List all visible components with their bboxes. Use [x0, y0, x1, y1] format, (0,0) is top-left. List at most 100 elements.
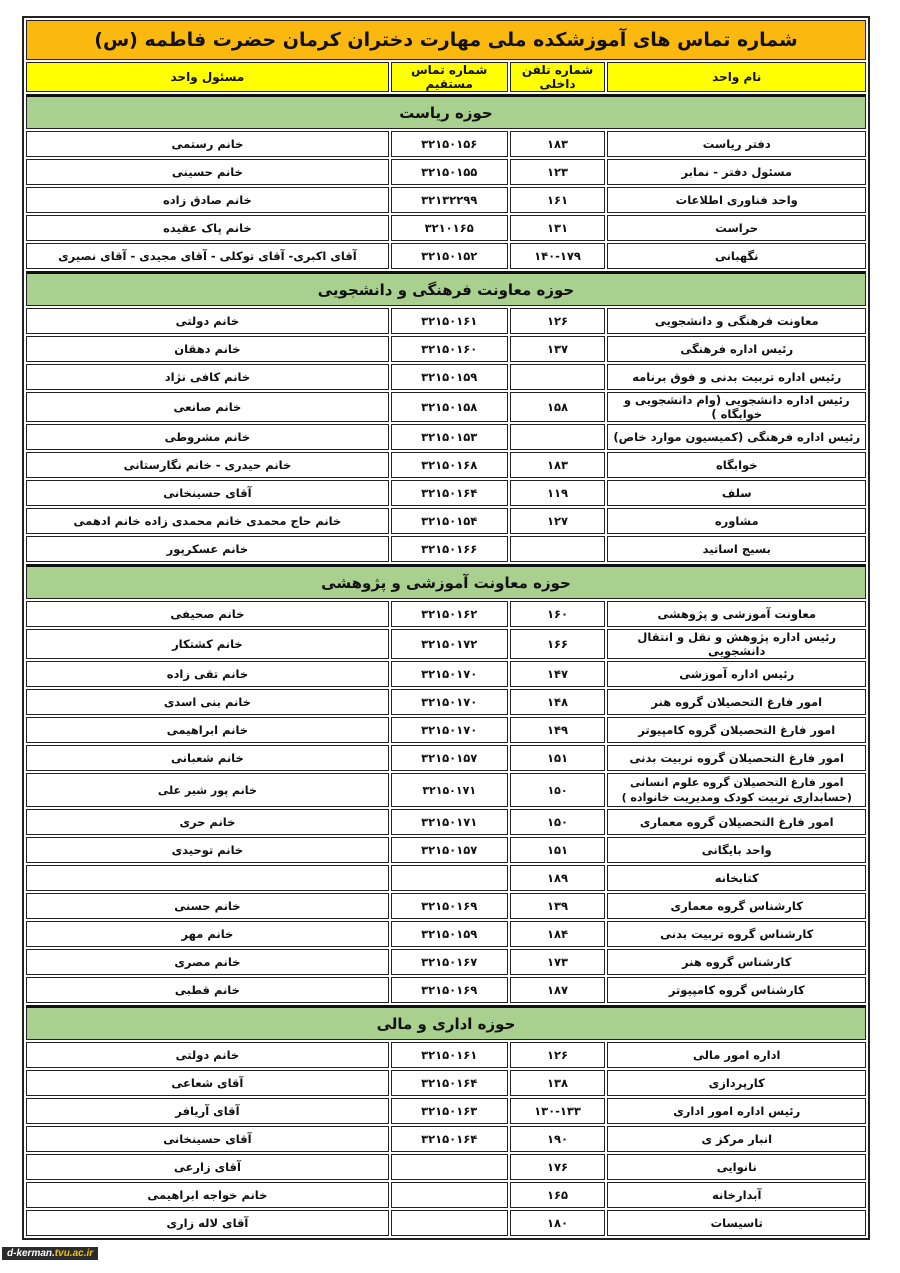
cell-internal: ۱۲۶	[509, 1042, 606, 1068]
table-row: سلف ۱۱۹ ۳۲۱۵۰۱۶۴ آقای حسینخانی	[26, 480, 866, 506]
section-row: حوزه اداری و مالی	[26, 1005, 866, 1040]
cell-responsible: خانم حیدری - خانم نگارستانی	[26, 452, 389, 478]
cell-internal: ۱۵۸	[509, 392, 606, 422]
cell-responsible: خانم ابراهیمی	[26, 717, 389, 743]
cell-direct: ۳۲۱۵۰۱۶۰	[390, 336, 508, 362]
cell-unit: تاسیسات	[607, 1210, 866, 1236]
cell-unit: حراست	[607, 215, 866, 241]
cell-direct: ۳۲۱۵۰۱۷۰	[390, 717, 508, 743]
cell-unit: نگهبانی	[607, 243, 866, 269]
cell-responsible: خانم حاج محمدی خانم محمدی زاده خانم ادهم…	[26, 508, 389, 534]
cell-unit: انبار مرکز ی	[607, 1126, 866, 1152]
cell-internal: ۱۵۱	[509, 837, 606, 863]
cell-direct: ۳۲۱۵۰۱۵۹	[390, 921, 508, 947]
table-row: امور فارغ التحصیلان گروه تربیت بدنی ۱۵۱ ۳۲…	[26, 745, 866, 771]
table-row: رئیس اداره آموزشی ۱۴۷ ۳۲۱۵۰۱۷۰ خانم تقی زاد…	[26, 661, 866, 687]
cell-internal: ۱۸۴	[509, 921, 606, 947]
cell-internal: ۱۳۱	[509, 215, 606, 241]
cell-responsible: خانم صادق زاده	[26, 187, 389, 213]
cell-responsible: آقای اکبری- آقای توکلی - آقای مجیدی - آق…	[26, 243, 389, 269]
table-row: کارشناس گروه هنر ۱۷۳ ۳۲۱۵۰۱۶۷ خانم مصری	[26, 949, 866, 975]
table-row: امور فارغ التحصیلان گروه علوم انسانی (حس…	[26, 773, 866, 807]
cell-internal: ۱۴۹	[509, 717, 606, 743]
table-row: معاونت آموزشی و پژوهشی ۱۶۰ ۳۲۱۵۰۱۶۲ خانم صح…	[26, 601, 866, 627]
cell-direct: ۳۲۱۵۰۱۶۹	[390, 977, 508, 1003]
table-row: نانوایی ۱۷۶ آقای زارعی	[26, 1154, 866, 1180]
cell-responsible: خانم کافی نژاد	[26, 364, 389, 390]
cell-unit: رئیس اداره فرهنگی (کمیسیون موارد خاص)	[607, 424, 866, 450]
cell-internal	[509, 424, 606, 450]
table-row: کارشناس گروه معماری ۱۳۹ ۳۲۱۵۰۱۶۹ خانم حسنی	[26, 893, 866, 919]
table-row: دفتر ریاست ۱۸۳ ۳۲۱۵۰۱۵۶ خانم رستمی	[26, 131, 866, 157]
cell-direct: ۳۲۱۵۰۱۵۳	[390, 424, 508, 450]
cell-unit: خوابگاه	[607, 452, 866, 478]
title-row: شماره تماس های آموزشکده ملی مهارت دختران…	[26, 20, 866, 60]
cell-direct: ۳۲۱۵۰۱۶۷	[390, 949, 508, 975]
section-row: حوزه ریاست	[26, 94, 866, 129]
cell-internal: ۱۵۱	[509, 745, 606, 771]
cell-responsible: خانم دولتی	[26, 308, 389, 334]
table-row: کتابخانه ۱۸۹	[26, 865, 866, 891]
cell-responsible: خانم قطبی	[26, 977, 389, 1003]
cell-unit: رئیس اداره امور اداری	[607, 1098, 866, 1124]
cell-responsible: خانم پاک عقیده	[26, 215, 389, 241]
table-row: رئیس اداره دانشجویی (وام دانشجویی و خواب…	[26, 392, 866, 422]
cell-unit: بسیج اساتید	[607, 536, 866, 562]
cell-unit: دفتر ریاست	[607, 131, 866, 157]
cell-direct: ۳۲۱۵۰۱۵۷	[390, 837, 508, 863]
section-title: حوزه معاونت فرهنگی و دانشجویی	[26, 271, 866, 306]
header-row: نام واحد شماره تلفن داخلی شماره تماس مست…	[26, 62, 866, 92]
cell-unit: آبدارخانه	[607, 1182, 866, 1208]
table-row: خوابگاه ۱۸۳ ۳۲۱۵۰۱۶۸ خانم حیدری - خانم نگار…	[26, 452, 866, 478]
cell-internal: ۱۱۹	[509, 480, 606, 506]
cell-responsible: خانم بنی اسدی	[26, 689, 389, 715]
cell-internal: ۱۶۶	[509, 629, 606, 659]
cell-direct	[390, 865, 508, 891]
table-row: نگهبانی ۱۴۰-۱۷۹ ۳۲۱۵۰۱۵۲ آقای اکبری- آقای ت…	[26, 243, 866, 269]
table-row: امور فارغ التحصیلان گروه هنر ۱۴۸ ۳۲۱۵۰۱۷۰ خ…	[26, 689, 866, 715]
cell-direct: ۳۲۱۵۰۱۶۸	[390, 452, 508, 478]
cell-responsible: آقای حسینخانی	[26, 480, 389, 506]
cell-responsible: خانم توحیدی	[26, 837, 389, 863]
table-row: حراست ۱۳۱ ۳۲۱۰۱۶۵ خانم پاک عقیده	[26, 215, 866, 241]
cell-direct: ۳۲۱۵۰۱۷۰	[390, 689, 508, 715]
cell-direct: ۳۲۱۵۰۱۵۷	[390, 745, 508, 771]
header-responsible: مسئول واحد	[26, 62, 389, 92]
cell-internal: ۱۳۰-۱۳۳	[509, 1098, 606, 1124]
section-title: حوزه اداری و مالی	[26, 1005, 866, 1040]
cell-unit: رئیس اداره تربیت بدنی و فوق برنامه	[607, 364, 866, 390]
cell-direct: ۳۲۱۵۰۱۶۶	[390, 536, 508, 562]
cell-direct: ۳۲۱۵۰۱۶۴	[390, 1070, 508, 1096]
cell-responsible: خانم خواجه ابراهیمی	[26, 1182, 389, 1208]
header-unit: نام واحد	[607, 62, 866, 92]
page-title: شماره تماس های آموزشکده ملی مهارت دختران…	[26, 20, 866, 60]
cell-unit: کارشناس گروه کامپیوتر	[607, 977, 866, 1003]
cell-direct: ۳۲۱۵۰۱۷۲	[390, 629, 508, 659]
cell-internal: ۱۸۷	[509, 977, 606, 1003]
cell-direct: ۳۲۱۵۰۱۵۲	[390, 243, 508, 269]
cell-internal: ۱۶۵	[509, 1182, 606, 1208]
cell-unit: رئیس اداره دانشجویی (وام دانشجویی و خواب…	[607, 392, 866, 422]
cell-unit: مشاوره	[607, 508, 866, 534]
cell-internal: ۱۸۳	[509, 131, 606, 157]
table-row: امور فارغ التحصیلان گروه معماری ۱۵۰ ۳۲۱۵۰۱…	[26, 809, 866, 835]
cell-responsible: خانم تقی زاده	[26, 661, 389, 687]
cell-internal: ۱۵۰	[509, 809, 606, 835]
cell-unit: معاونت آموزشی و پژوهشی	[607, 601, 866, 627]
cell-responsible: خانم حری	[26, 809, 389, 835]
cell-responsible: خانم مهر	[26, 921, 389, 947]
cell-responsible: خانم دولتی	[26, 1042, 389, 1068]
cell-responsible: خانم شعبانی	[26, 745, 389, 771]
table-row: رئیس اداره فرهنگی ۱۳۷ ۳۲۱۵۰۱۶۰ خانم دهقان	[26, 336, 866, 362]
table-row: تاسیسات ۱۸۰ آقای لاله زاری	[26, 1210, 866, 1236]
table-row: مشاوره ۱۲۷ ۳۲۱۵۰۱۵۴ خانم حاج محمدی خانم محم…	[26, 508, 866, 534]
cell-responsible: آقای لاله زاری	[26, 1210, 389, 1236]
cell-unit: امور فارغ التحصیلان گروه معماری	[607, 809, 866, 835]
cell-direct: ۳۲۱۵۰۱۵۶	[390, 131, 508, 157]
cell-responsible: خانم حسنی	[26, 893, 389, 919]
cell-direct: ۳۲۱۵۰۱۵۹	[390, 364, 508, 390]
cell-direct: ۳۲۱۵۰۱۷۱	[390, 773, 508, 807]
cell-unit: امور فارغ التحصیلان گروه کامپیوتر	[607, 717, 866, 743]
table-row: بسیج اساتید ۳۲۱۵۰۱۶۶ خانم عسکرپور	[26, 536, 866, 562]
cell-internal: ۱۲۶	[509, 308, 606, 334]
